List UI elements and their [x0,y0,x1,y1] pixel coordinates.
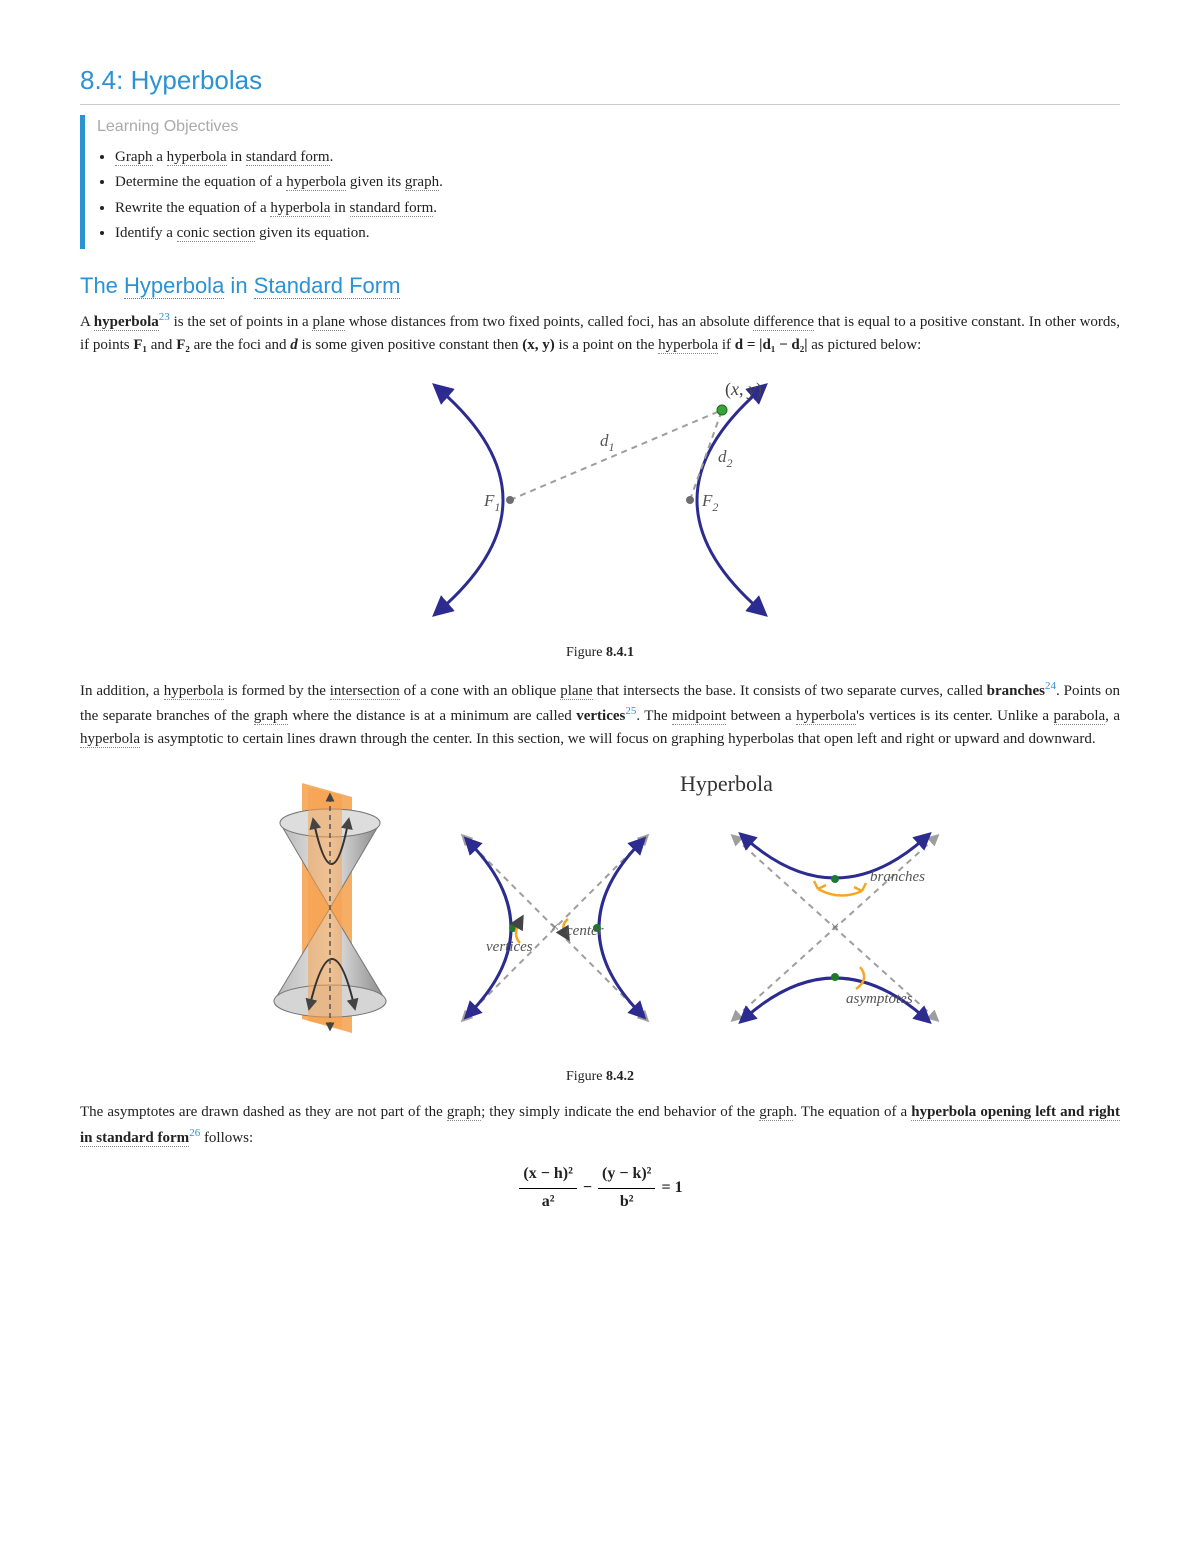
svg-text:×: × [550,919,559,936]
term[interactable]: plane [560,683,592,700]
svg-text:asymptotes: asymptotes [846,991,913,1007]
figure-caption: Figure 8.4.1 [80,642,1120,664]
term[interactable]: graph [254,708,288,725]
figure-caption: Figure 8.4.2 [80,1066,1120,1088]
svg-text:branches: branches [870,869,925,885]
list-item: Graph a hyperbola in standard form. [115,146,1120,169]
term[interactable]: plane [312,314,344,331]
svg-text:(x, y): (x, y) [725,379,762,400]
term[interactable]: hyperbola [286,174,346,191]
learning-objectives: Learning Objectives Graph a hyperbola in… [80,115,1120,249]
term[interactable]: hyperbola [796,708,856,725]
term[interactable]: conic section [177,225,256,242]
svg-text:F1: F1 [483,491,500,514]
hyperbola-cone-diagram: Hyperbola × vertices center × [220,763,980,1053]
footnote-link[interactable]: 26 [189,1127,200,1139]
term[interactable]: Graph [115,149,153,166]
svg-text:d1: d1 [600,431,615,454]
hyperbola-foci-diagram: (x, y) d1 d2 F1 F2 [360,370,840,630]
term[interactable]: midpoint [672,708,726,725]
svg-text:vertices: vertices [486,939,533,955]
equation: (x − h)²a² − (y − k)²b² = 1 [80,1162,1120,1215]
objectives-list: Graph a hyperbola in standard form. Dete… [115,146,1120,245]
term[interactable]: hyperbola [658,337,718,354]
list-item: Identify a conic section given its equat… [115,222,1120,245]
term[interactable]: hyperbola [270,200,330,217]
footnote-link[interactable]: 25 [625,705,636,717]
term[interactable]: hyperbola [167,149,227,166]
svg-text:×: × [830,919,839,936]
footnote-link[interactable]: 23 [159,311,170,323]
term[interactable]: hyperbola [80,731,140,748]
body-paragraph: In addition, a hyperbola is formed by th… [80,678,1120,752]
list-item: Rewrite the equation of a hyperbola in s… [115,197,1120,220]
term[interactable]: intersection [330,683,400,700]
section-heading: The Hyperbola in Standard Form [80,269,1120,303]
objectives-heading: Learning Objectives [97,115,1120,140]
term[interactable]: parabola [1054,708,1106,725]
term[interactable]: graph [447,1104,481,1121]
svg-text:d2: d2 [718,447,733,470]
body-paragraph: The asymptotes are drawn dashed as they … [80,1101,1120,1150]
term[interactable]: difference [753,314,814,331]
term[interactable]: graph [759,1104,793,1121]
term[interactable]: hyperbola [164,683,224,700]
term[interactable]: Standard Form [254,273,401,299]
figure-title: Hyperbola [680,771,773,796]
footnote-link[interactable]: 24 [1045,680,1056,692]
list-item: Determine the equation of a hyperbola gi… [115,171,1120,194]
term[interactable]: standard form [246,149,330,166]
term[interactable]: graph [405,174,439,191]
term[interactable]: Hyperbola [124,273,224,299]
page-title: 8.4: Hyperbolas [80,60,1120,105]
figure-2: Hyperbola × vertices center × [80,763,1120,1087]
figure-1: (x, y) d1 d2 F1 F2 Figure 8.4.1 [80,370,1120,664]
term[interactable]: standard form [350,200,434,217]
term[interactable]: hyperbola [94,314,159,331]
svg-text:F2: F2 [701,491,718,514]
svg-text:center: center [566,923,604,939]
body-paragraph: A hyperbola23 is the set of points in a … [80,309,1120,358]
